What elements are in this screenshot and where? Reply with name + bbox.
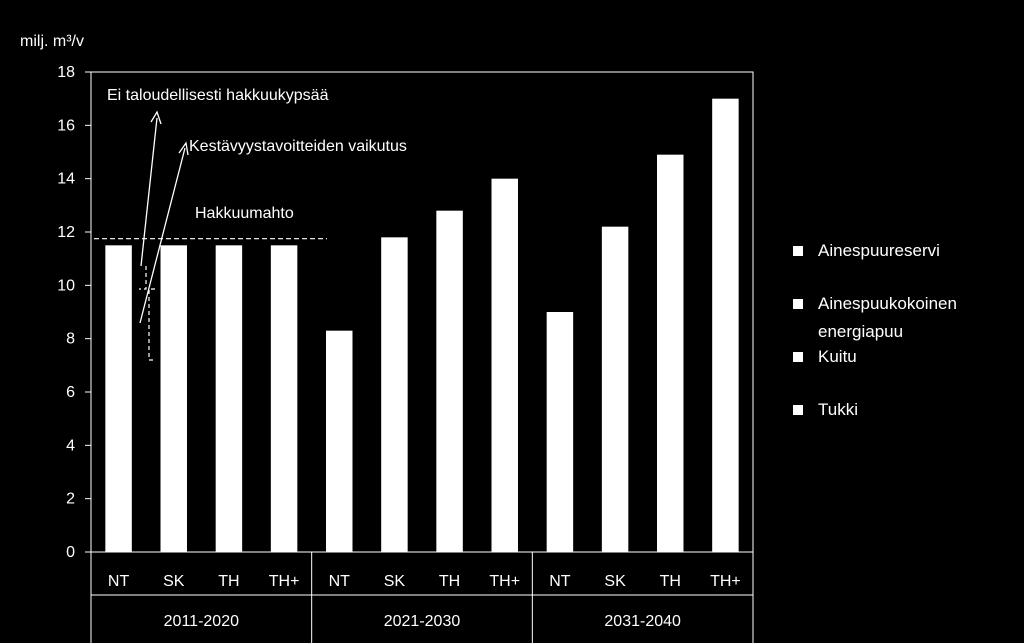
y-axis-label: milj. m³/v (20, 33, 84, 50)
x-tick-label: NT (329, 573, 351, 590)
y-tick-label: 12 (57, 224, 75, 241)
x-tick-label: SK (384, 573, 406, 590)
x-tick-label: TH+ (269, 573, 300, 590)
legend-label: energiapuu (818, 322, 903, 341)
bar (326, 330, 353, 552)
legend-swatch (793, 299, 803, 309)
x-tick-label: TH+ (489, 573, 520, 590)
group-label: 2021-2030 (384, 613, 461, 630)
y-tick-label: 0 (66, 544, 75, 561)
x-tick-label: SK (604, 573, 626, 590)
legend-label: Tukki (818, 400, 858, 419)
annotation-sustainability: Kestävyystavoitteiden vaikutus (189, 138, 407, 155)
arrow-not-mature (140, 117, 158, 267)
y-tick-label: 6 (66, 384, 75, 401)
y-tick-label: 10 (57, 277, 75, 294)
bracket-not-mature (139, 266, 147, 290)
arrowhead-sustainability (178, 141, 189, 156)
plot-border (90, 71, 754, 553)
group-label: 2011-2020 (164, 613, 239, 630)
bar (105, 245, 132, 553)
bar (491, 178, 518, 552)
bracket-sustainability (148, 288, 156, 361)
bar (160, 245, 187, 553)
bar (546, 312, 574, 552)
legend: Ainespuureservi Ainespuukokoinen energiapu… (793, 241, 957, 419)
legend-label: Kuitu (818, 347, 857, 366)
bar (215, 245, 243, 553)
x-tick-label: NT (549, 573, 571, 590)
legend-swatch (793, 246, 803, 256)
x-tick-label: TH (218, 573, 239, 590)
x-tick-label: TH+ (710, 573, 741, 590)
x-tick-label: TH (660, 573, 681, 590)
bar (381, 237, 408, 553)
y-tick-label: 18 (57, 64, 75, 81)
bar (601, 226, 629, 552)
bar (436, 210, 463, 552)
x-tick-label: NT (108, 573, 130, 590)
legend-swatch (793, 405, 803, 415)
annotation-not-mature: Ei taloudellisesti hakkuukypsää (107, 87, 329, 104)
arrowhead-not-mature (150, 110, 162, 125)
y-tick-label: 2 (66, 491, 75, 508)
plot-area: 0 2 4 6 8 10 12 14 16 18 NT SK TH TH+ 2011-2020 NT SK TH T… (57, 64, 754, 643)
group-label: 2031-2040 (604, 613, 681, 630)
legend-label: Ainespuureservi (818, 241, 940, 260)
x-tick-label: TH (439, 573, 460, 590)
bar (657, 154, 684, 552)
legend-swatch (793, 352, 803, 362)
arrow-sustainability (139, 147, 186, 324)
bar (270, 245, 298, 553)
y-tick-label: 4 (66, 437, 75, 454)
legend-label: Ainespuukokoinen (818, 294, 957, 313)
y-tick-label: 16 (57, 117, 75, 134)
y-tick-label: 8 (66, 331, 75, 348)
y-tick-label: 14 (57, 171, 75, 188)
bar (712, 98, 739, 553)
annotation-harvest-volume: Hakkuumahto (195, 205, 294, 222)
annotations: Ei taloudellisesti hakkuukypsää Kestävyy… (107, 87, 407, 222)
x-tick-label: SK (163, 573, 185, 590)
